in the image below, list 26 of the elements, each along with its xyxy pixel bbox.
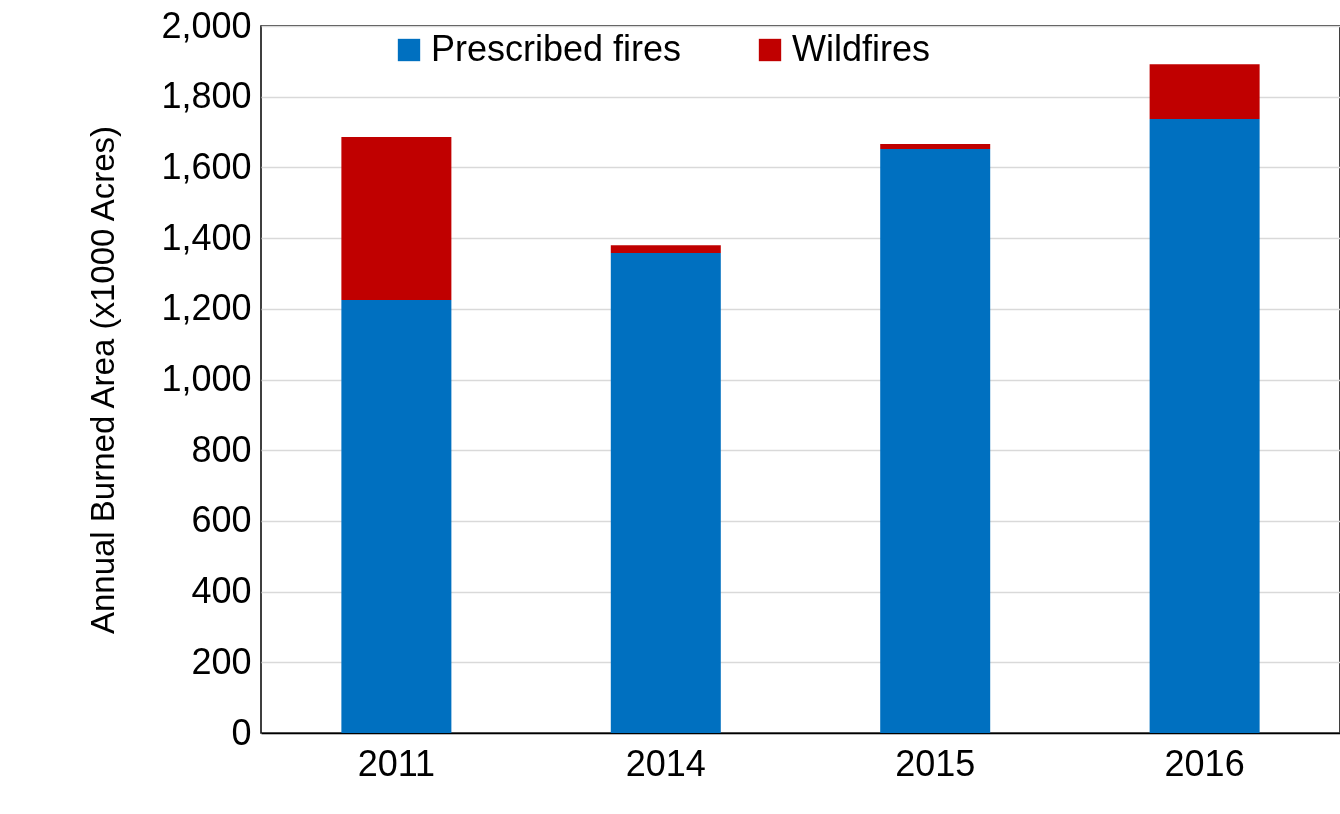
- bar: [341, 137, 452, 300]
- y-tick-label: 600: [191, 499, 252, 541]
- legend-label: Prescribed fires: [431, 28, 682, 69]
- y-tick-label: 0: [231, 711, 252, 753]
- y-tick-label: 1,400: [161, 216, 252, 258]
- bar: [1149, 64, 1260, 119]
- bar: [880, 149, 991, 733]
- x-tick-label: 2011: [357, 742, 436, 784]
- bar: [341, 299, 452, 733]
- legend-label: Wildfires: [792, 28, 931, 69]
- x-tick-label: 2016: [1164, 742, 1245, 784]
- y-tick-label: 2,000: [161, 4, 252, 46]
- bar: [610, 245, 721, 253]
- y-axis-title: Annual Burned Area (x1000 Acres): [84, 125, 122, 635]
- bar: [880, 144, 991, 150]
- y-tick-label: 400: [191, 570, 252, 612]
- x-tick-label: 2014: [625, 742, 706, 784]
- bar: [1149, 118, 1260, 733]
- bar: [610, 252, 721, 733]
- y-tick-label: 1,800: [161, 75, 252, 117]
- y-tick-label: 800: [191, 428, 252, 470]
- y-tick-label: 1,200: [161, 287, 252, 329]
- x-tick-label: 2015: [895, 742, 976, 784]
- y-tick-label: 1,000: [161, 358, 252, 399]
- y-tick-label: 200: [191, 640, 252, 682]
- y-tick-label: 1,600: [161, 145, 252, 187]
